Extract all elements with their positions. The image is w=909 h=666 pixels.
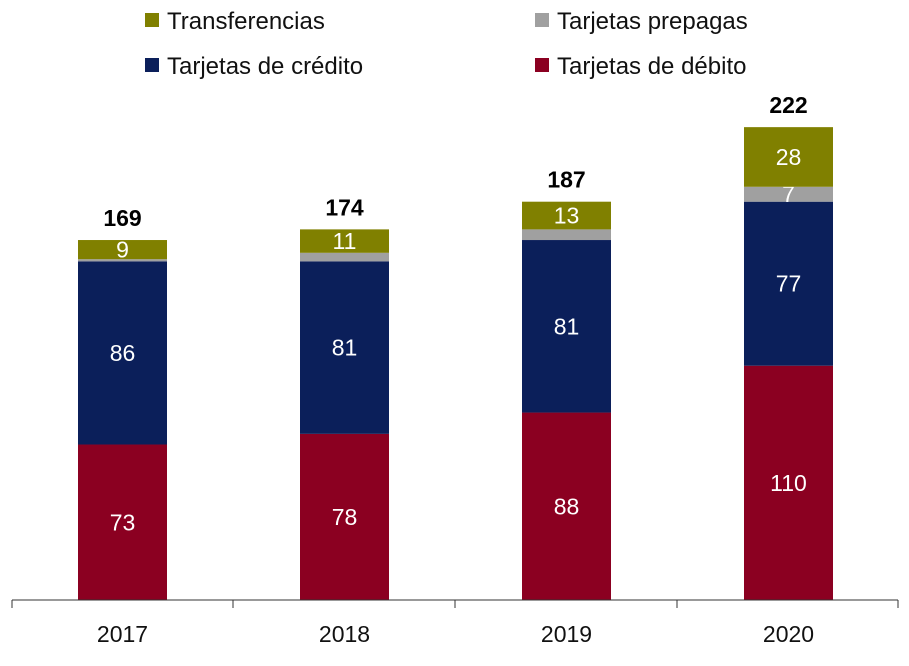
data-label: 77 [776, 271, 802, 297]
data-label: 110 [770, 470, 807, 496]
legend-label: Transferencias [167, 8, 325, 35]
bar-segment [522, 412, 611, 600]
x-tick-label: 2018 [319, 621, 370, 647]
bar-segment [78, 444, 167, 600]
bar-segment [78, 259, 167, 262]
total-label: 169 [103, 205, 141, 231]
legend-swatch [145, 13, 159, 27]
bar-segment [744, 186, 833, 202]
bar-segment [522, 240, 611, 413]
legend-label: Tarjetas de crédito [167, 53, 363, 80]
bar-segment [522, 201, 611, 230]
legend-swatch [145, 58, 159, 72]
bar-segment [744, 201, 833, 366]
data-label: 86 [110, 340, 136, 366]
legend-swatch [535, 58, 549, 72]
data-label: 73 [110, 509, 136, 535]
bar-segment [300, 261, 389, 434]
legend-swatch [535, 13, 549, 27]
data-label: 88 [554, 493, 580, 519]
bar-segment [300, 433, 389, 600]
data-label: 81 [554, 313, 580, 339]
legend-label: Tarjetas de débito [557, 53, 746, 80]
legend-label: Tarjetas prepagas [557, 8, 748, 35]
x-tick-label: 2017 [97, 621, 148, 647]
bar-segment [78, 261, 167, 445]
x-tick-label: 2020 [763, 621, 814, 647]
total-label: 222 [769, 92, 807, 118]
bar-segment [744, 127, 833, 187]
bar-segment [522, 229, 611, 241]
total-label: 174 [325, 194, 364, 220]
bar-segment [78, 240, 167, 260]
bar-segment [744, 365, 833, 600]
total-label: 187 [547, 167, 585, 193]
data-label: 78 [332, 504, 358, 530]
data-label: 81 [332, 335, 358, 361]
data-label: 9 [116, 237, 129, 263]
bar-segment [300, 229, 389, 253]
data-label: 11 [333, 228, 357, 254]
bar-segment [300, 252, 389, 262]
data-label: 28 [776, 144, 802, 170]
data-label: 13 [554, 203, 580, 229]
x-tick-label: 2019 [541, 621, 592, 647]
data-label: 7 [782, 181, 795, 207]
